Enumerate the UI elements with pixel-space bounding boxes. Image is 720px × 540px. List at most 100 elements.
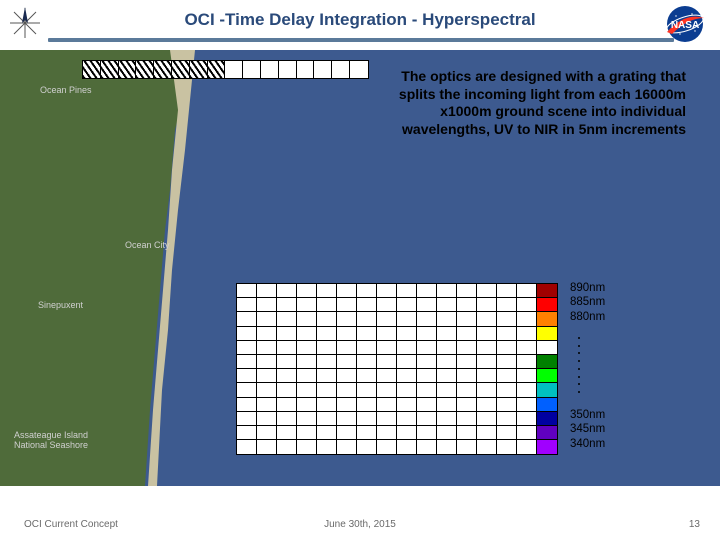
spectral-cell (377, 398, 397, 412)
wavelength-ellipsis (578, 335, 580, 395)
spectral-row (237, 412, 557, 426)
spectral-cell (457, 398, 477, 412)
spectral-cell (397, 398, 417, 412)
spectral-cell (317, 440, 337, 454)
wavelength-label: 885nm (570, 295, 605, 309)
spectral-cell (377, 327, 397, 341)
spectral-cell (337, 426, 357, 440)
spectral-cell (537, 284, 557, 298)
spectral-cell (277, 355, 297, 369)
spectral-cell (297, 440, 317, 454)
spectral-cell (397, 383, 417, 397)
spectral-cell (537, 369, 557, 383)
spectral-grid (236, 283, 558, 455)
spectral-cell (537, 383, 557, 397)
spectral-cell (437, 426, 457, 440)
spectral-cell (377, 298, 397, 312)
spectral-cell (537, 412, 557, 426)
scan-pixel-cell (332, 61, 350, 78)
page-title: OCI -Time Delay Integration - Hyperspect… (0, 10, 720, 30)
spectral-cell (277, 341, 297, 355)
wavelength-label: 340nm (570, 437, 605, 451)
spectral-cell (277, 440, 297, 454)
spectral-cell (357, 284, 377, 298)
spectral-row (237, 398, 557, 412)
spectral-cell (337, 383, 357, 397)
spectral-cell (477, 412, 497, 426)
spectral-cell (257, 284, 277, 298)
spectral-cell (257, 412, 277, 426)
spectral-cell (437, 412, 457, 426)
spectral-cell (337, 412, 357, 426)
spectral-cell (237, 355, 257, 369)
spectral-cell (457, 383, 477, 397)
spectral-cell (497, 298, 517, 312)
spectral-cell (457, 327, 477, 341)
spectral-cell (237, 327, 257, 341)
spectral-cell (517, 412, 537, 426)
spectral-cell (397, 440, 417, 454)
footer-date: June 30th, 2015 (0, 519, 720, 530)
map-place-label: Assateague Island National Seashore (14, 430, 94, 450)
spectral-cell (417, 440, 437, 454)
spectral-cell (537, 426, 557, 440)
scan-pixel-cell (101, 61, 119, 78)
spectral-cell (337, 327, 357, 341)
spectral-cell (517, 383, 537, 397)
spectral-cell (277, 298, 297, 312)
spectral-cell (497, 398, 517, 412)
spectral-cell (477, 312, 497, 326)
spectral-cell (257, 398, 277, 412)
spectral-cell (277, 426, 297, 440)
spectral-cell (457, 341, 477, 355)
spectral-cell (297, 298, 317, 312)
spectral-cell (497, 369, 517, 383)
spectral-cell (437, 398, 457, 412)
spectral-cell (337, 341, 357, 355)
spectral-cell (397, 298, 417, 312)
spectral-cell (357, 440, 377, 454)
spectral-cell (257, 312, 277, 326)
spectral-row (237, 440, 557, 454)
spectral-cell (517, 369, 537, 383)
spectral-cell (497, 312, 517, 326)
spectral-cell (357, 412, 377, 426)
spectral-cell (537, 355, 557, 369)
spectral-cell (357, 369, 377, 383)
spectral-row (237, 369, 557, 383)
scan-pixel-cell (297, 61, 315, 78)
spectral-cell (237, 369, 257, 383)
spectral-cell (497, 341, 517, 355)
scan-pixel-cell (83, 61, 101, 78)
spectral-cell (537, 312, 557, 326)
spectral-cell (457, 440, 477, 454)
wavelength-label: 890nm (570, 281, 605, 295)
footer-page-number: 13 (689, 519, 700, 530)
spectral-cell (417, 341, 437, 355)
spectral-cell (437, 298, 457, 312)
spectral-cell (477, 284, 497, 298)
spectral-cell (417, 298, 437, 312)
spectral-cell (517, 284, 537, 298)
spectral-cell (417, 355, 437, 369)
description-text: The optics are designed with a grating t… (396, 68, 686, 138)
spectral-cell (377, 341, 397, 355)
spectral-cell (377, 312, 397, 326)
spectral-cell (317, 298, 337, 312)
spectral-cell (297, 312, 317, 326)
spectral-cell (477, 383, 497, 397)
spectral-cell (397, 369, 417, 383)
scan-pixel-cell (314, 61, 332, 78)
spectral-cell (517, 298, 537, 312)
spectral-cell (497, 383, 517, 397)
spectral-cell (417, 284, 437, 298)
wavelength-label: 345nm (570, 422, 605, 436)
spectral-row (237, 383, 557, 397)
spectral-cell (357, 355, 377, 369)
scan-pixel-cell (279, 61, 297, 78)
scan-pixel-cell (136, 61, 154, 78)
spectral-cell (397, 341, 417, 355)
spectral-cell (257, 355, 277, 369)
spectral-cell (357, 341, 377, 355)
spectral-cell (497, 355, 517, 369)
